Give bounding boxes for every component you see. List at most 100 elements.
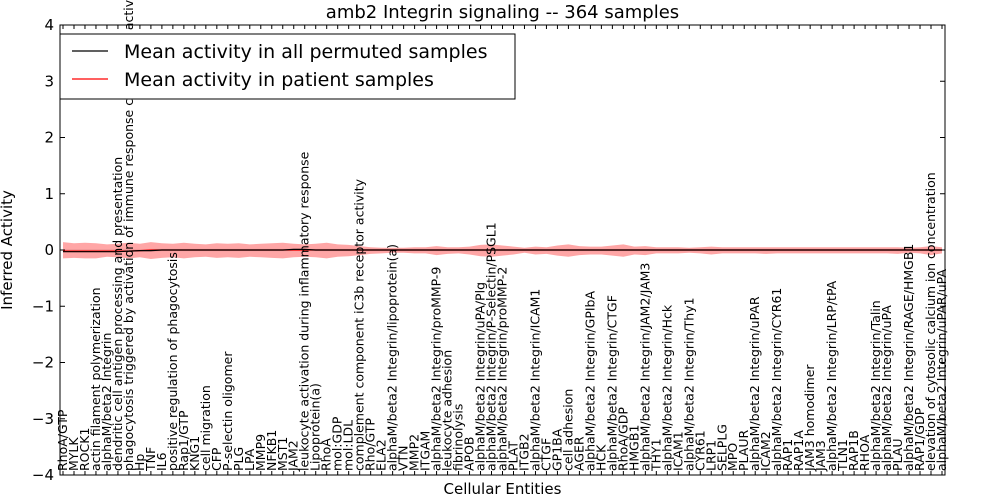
x-tick-label: ITGAM xyxy=(418,431,433,471)
x-tick-label: JAM2 xyxy=(286,440,301,472)
y-tick-label: 2 xyxy=(44,129,54,147)
x-tick-label: NFKB1 xyxy=(264,430,279,471)
x-tick-label: alphaM/beta2 Integrin/ICAM1 xyxy=(528,289,543,471)
x-tick-label: alphaM/beta2 Integrin/Hck xyxy=(659,304,674,471)
x-tick-label: GP1BA xyxy=(549,428,564,471)
x-tick-label: mol:GDP xyxy=(330,416,345,471)
x-tick-label: alphaM/beta2 Integrin/LRP/tPA xyxy=(824,280,839,471)
x-tick-label: RhoA/GTP xyxy=(55,409,70,471)
x-tick-label: alphaM/beta2 Integrin/RAGE/HMGB1 xyxy=(901,244,916,471)
x-tick-label: actin filament polymerization xyxy=(88,287,103,471)
y-tick-label: −3 xyxy=(32,410,54,428)
x-tick-label: phagocytosis triggered by activation of … xyxy=(121,0,136,471)
x-tick-label: THY1 xyxy=(648,438,663,472)
x-tick-label: alphaM/beta2 Integrin/lipoprotein(a) xyxy=(385,244,400,471)
x-tick-label: ROCK1 xyxy=(77,428,92,471)
x-tick-label: leukocyte activation during inflammatory… xyxy=(297,151,312,471)
x-tick-label: elevation of cytosolic calcium ion conce… xyxy=(923,172,938,471)
x-tick-label: Rho/GTP xyxy=(363,418,378,471)
legend-label-patient: Mean activity in patient samples xyxy=(124,69,434,91)
x-tick-label: complement component iC3b receptor activ… xyxy=(352,178,367,471)
x-tick-label: PLAUR xyxy=(736,430,751,471)
x-tick-label: Hp xyxy=(132,454,147,471)
x-tick-label: MMP2 xyxy=(407,434,422,471)
x-tick-label: LPA xyxy=(242,448,257,471)
legend-box xyxy=(59,33,516,100)
y-axis-label: Inferred Activity xyxy=(0,190,16,310)
x-tick-label: ICAM1 xyxy=(670,431,685,471)
x-tick-label: alphaM/beta2 Integrin/GPIbA xyxy=(582,291,597,471)
plot-frame xyxy=(59,24,946,476)
x-tick-label: PLAU xyxy=(890,439,905,472)
x-tick-label: TLN1 xyxy=(835,439,850,472)
x-tick-label: alphaM/beta2 Integrin xyxy=(99,333,114,471)
x-tick-label: alphaM/beta2 Integrin/uPA xyxy=(879,305,894,471)
x-tick-label: PLG xyxy=(231,447,246,471)
y-tick-label: 3 xyxy=(44,72,54,90)
x-tick-label: MMP9 xyxy=(253,434,268,471)
x-tick-label: Rap1/GTP xyxy=(176,410,191,471)
x-tick-label: PLAT xyxy=(506,441,521,471)
x-tick-label: RAP1 xyxy=(780,439,795,471)
legend: Mean activity in all permuted samples Me… xyxy=(59,33,516,100)
x-tick-label: MPO xyxy=(725,443,740,471)
x-tick-label: alphaM/beta2 Integrin/uPA/Plg xyxy=(473,282,488,471)
y-tick-label: −1 xyxy=(32,297,54,315)
series-lines xyxy=(63,248,942,253)
line-series-0 xyxy=(63,248,942,253)
x-tick-label: VTN xyxy=(396,445,411,471)
x-tick-label: alphaM/beta2 Integrin/CYR61 xyxy=(769,288,784,471)
x-tick-label: fibrinolysis xyxy=(451,404,466,471)
x-tick-label: alphaM/beta2 Integrin/CTGF xyxy=(604,295,619,471)
x-tick-label: APOB xyxy=(462,436,477,471)
legend-label-permuted: Mean activity in all permuted samples xyxy=(124,41,487,63)
x-tick-label: leukocyte adhesion xyxy=(440,350,455,471)
x-tick-label: alphaM/beta2 Integrin/proMMP-9 xyxy=(429,267,444,471)
x-tick-label: alphaM/beta2 Integrin/proMMP-2 xyxy=(495,267,510,471)
x-axis-label: Cellular Entities xyxy=(444,480,562,498)
x-tick-label: RAP1A xyxy=(791,430,806,471)
x-tick-label: RhoA xyxy=(319,438,334,471)
x-tick-label: RAP1B xyxy=(846,430,861,471)
x-tick-label: P-selectin oligomer xyxy=(220,351,235,471)
x-tick-label: dendritic cell antigen processing and pr… xyxy=(110,157,125,471)
x-tick-label: CTGF xyxy=(539,438,554,471)
x-tick-label: ITGB2 xyxy=(517,433,532,471)
x-tick-label: alphaM/beta2 Integrin/uPAR xyxy=(747,296,762,471)
x-tick-label: MST1 xyxy=(275,437,290,471)
y-tick-label: 1 xyxy=(44,185,54,203)
y-tick-label: −2 xyxy=(32,354,54,372)
x-tick-label: AGER xyxy=(571,436,586,471)
x-tick-label: CFP xyxy=(209,447,224,471)
x-tick-label: positive regulation of phagocytosis xyxy=(165,252,180,471)
x-tick-label: alphaM/beta2 Integrin/JAM2/JAM3 xyxy=(637,263,652,471)
x-tick-label: RhoA/GDP xyxy=(615,407,630,471)
y-tick-label: −4 xyxy=(32,466,54,484)
x-tick-label: alphaM/beta2 Integrin/Talin xyxy=(868,300,883,471)
x-tick-label: TNF xyxy=(143,447,158,472)
x-tick-label: HMGB1 xyxy=(626,425,641,471)
x-tick-label: JAM3 homodimer xyxy=(802,364,817,472)
x-tick-label: LRP1 xyxy=(703,440,718,471)
x-tick-label: SELPLG xyxy=(714,424,729,471)
x-tick-label: ICAM2 xyxy=(758,431,773,471)
x-tick-label: cell adhesion xyxy=(560,389,575,471)
x-tick-label: mol:LDL xyxy=(341,420,356,471)
x-tick-label: IL6 xyxy=(154,452,169,471)
x-tick-label: alphaM/beta2 Integrin/P-Selectin/PSGL1 xyxy=(484,222,499,471)
x-tick-label: JAM3 xyxy=(813,440,828,472)
x-tick-label: MYLK xyxy=(66,437,81,471)
x-tick-label: alphaM/beta2 Integrin/Thy1 xyxy=(681,297,696,471)
x-tick-label: Lipoprotein(a) xyxy=(308,383,323,471)
x-tick-label: cell migration xyxy=(198,385,213,471)
y-tick-label: 0 xyxy=(44,241,54,259)
y-axis-ticks: −4 −3 −2 −1 0 1 2 3 4 xyxy=(32,16,945,484)
x-tick-label: HCK xyxy=(593,444,608,471)
chart-title: amb2 Integrin signaling -- 364 samples xyxy=(326,2,679,23)
x-tick-label: KNG1 xyxy=(187,436,202,471)
x-tick-label: ELA2 xyxy=(374,439,389,471)
x-tick-label: alphaM/beta2 Integrin/uPAR/uPA xyxy=(934,269,949,471)
x-tick-label: CYR61 xyxy=(692,430,707,471)
